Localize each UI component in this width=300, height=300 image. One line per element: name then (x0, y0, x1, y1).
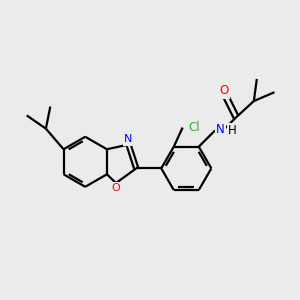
Text: O: O (112, 183, 120, 194)
Text: Cl: Cl (189, 121, 200, 134)
Text: N: N (216, 122, 225, 136)
Text: N: N (124, 134, 133, 144)
Text: H: H (228, 124, 237, 137)
Text: O: O (220, 84, 229, 97)
